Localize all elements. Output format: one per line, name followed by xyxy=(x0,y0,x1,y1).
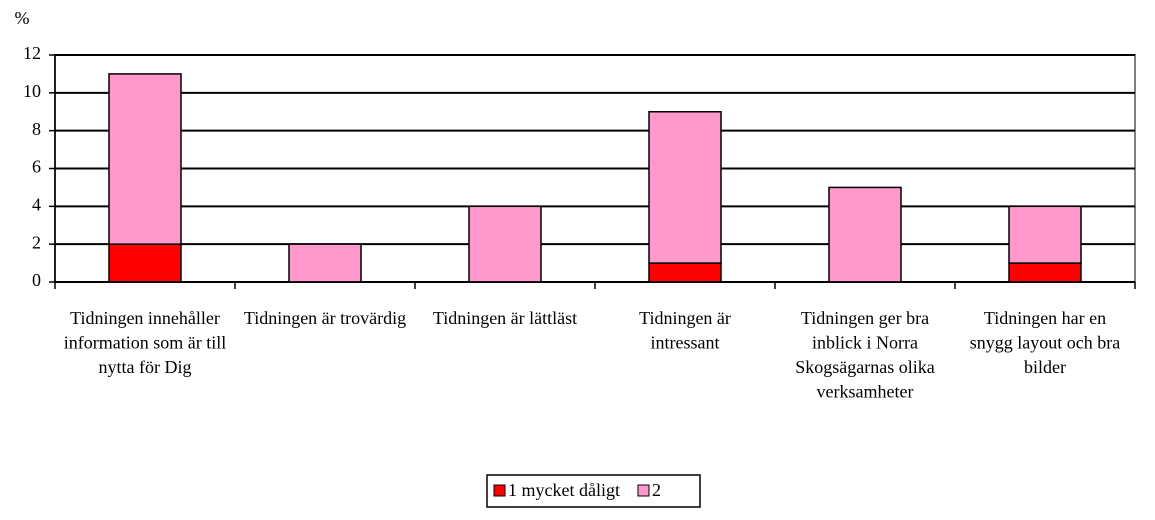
bar-segment xyxy=(828,186,902,283)
bar-segment xyxy=(648,262,722,283)
legend-label: 2 xyxy=(652,480,661,500)
x-tick-label: Tidningen är intressant xyxy=(639,308,731,353)
legend xyxy=(486,474,701,508)
bar-segment xyxy=(288,243,362,283)
legend-swatch xyxy=(493,484,506,497)
bar-segment xyxy=(1008,262,1082,283)
x-tick-label: Tidningen ger bra inblick i Norra Skogsäga… xyxy=(795,308,934,402)
bar-segment xyxy=(108,243,182,283)
y-tick-label: 10 xyxy=(23,81,41,101)
y-tick-label: 2 xyxy=(32,232,41,252)
x-tick-label: Tidningen är lättläst xyxy=(433,308,577,328)
y-tick-label: 4 xyxy=(32,194,41,214)
bar-segment xyxy=(1008,205,1082,264)
y-tick-label: 12 xyxy=(23,43,41,63)
x-tick-label: Tidningen har en snygg layout och bra bild… xyxy=(970,308,1120,377)
bar-segment xyxy=(648,111,722,264)
x-tick-label: Tidningen innehåller information som är t… xyxy=(64,308,226,377)
y-tick-label: 0 xyxy=(32,270,41,290)
legend-swatch xyxy=(637,484,650,497)
y-tick-label: 6 xyxy=(32,157,41,177)
legend-label: 1 mycket dåligt xyxy=(508,480,620,500)
y-tick-label: 8 xyxy=(32,119,41,139)
y-axis-label: % xyxy=(15,8,30,28)
x-tick-label: Tidningen är trovärdig xyxy=(244,308,406,328)
bar-segment xyxy=(468,205,542,283)
bar-segment xyxy=(108,73,182,245)
